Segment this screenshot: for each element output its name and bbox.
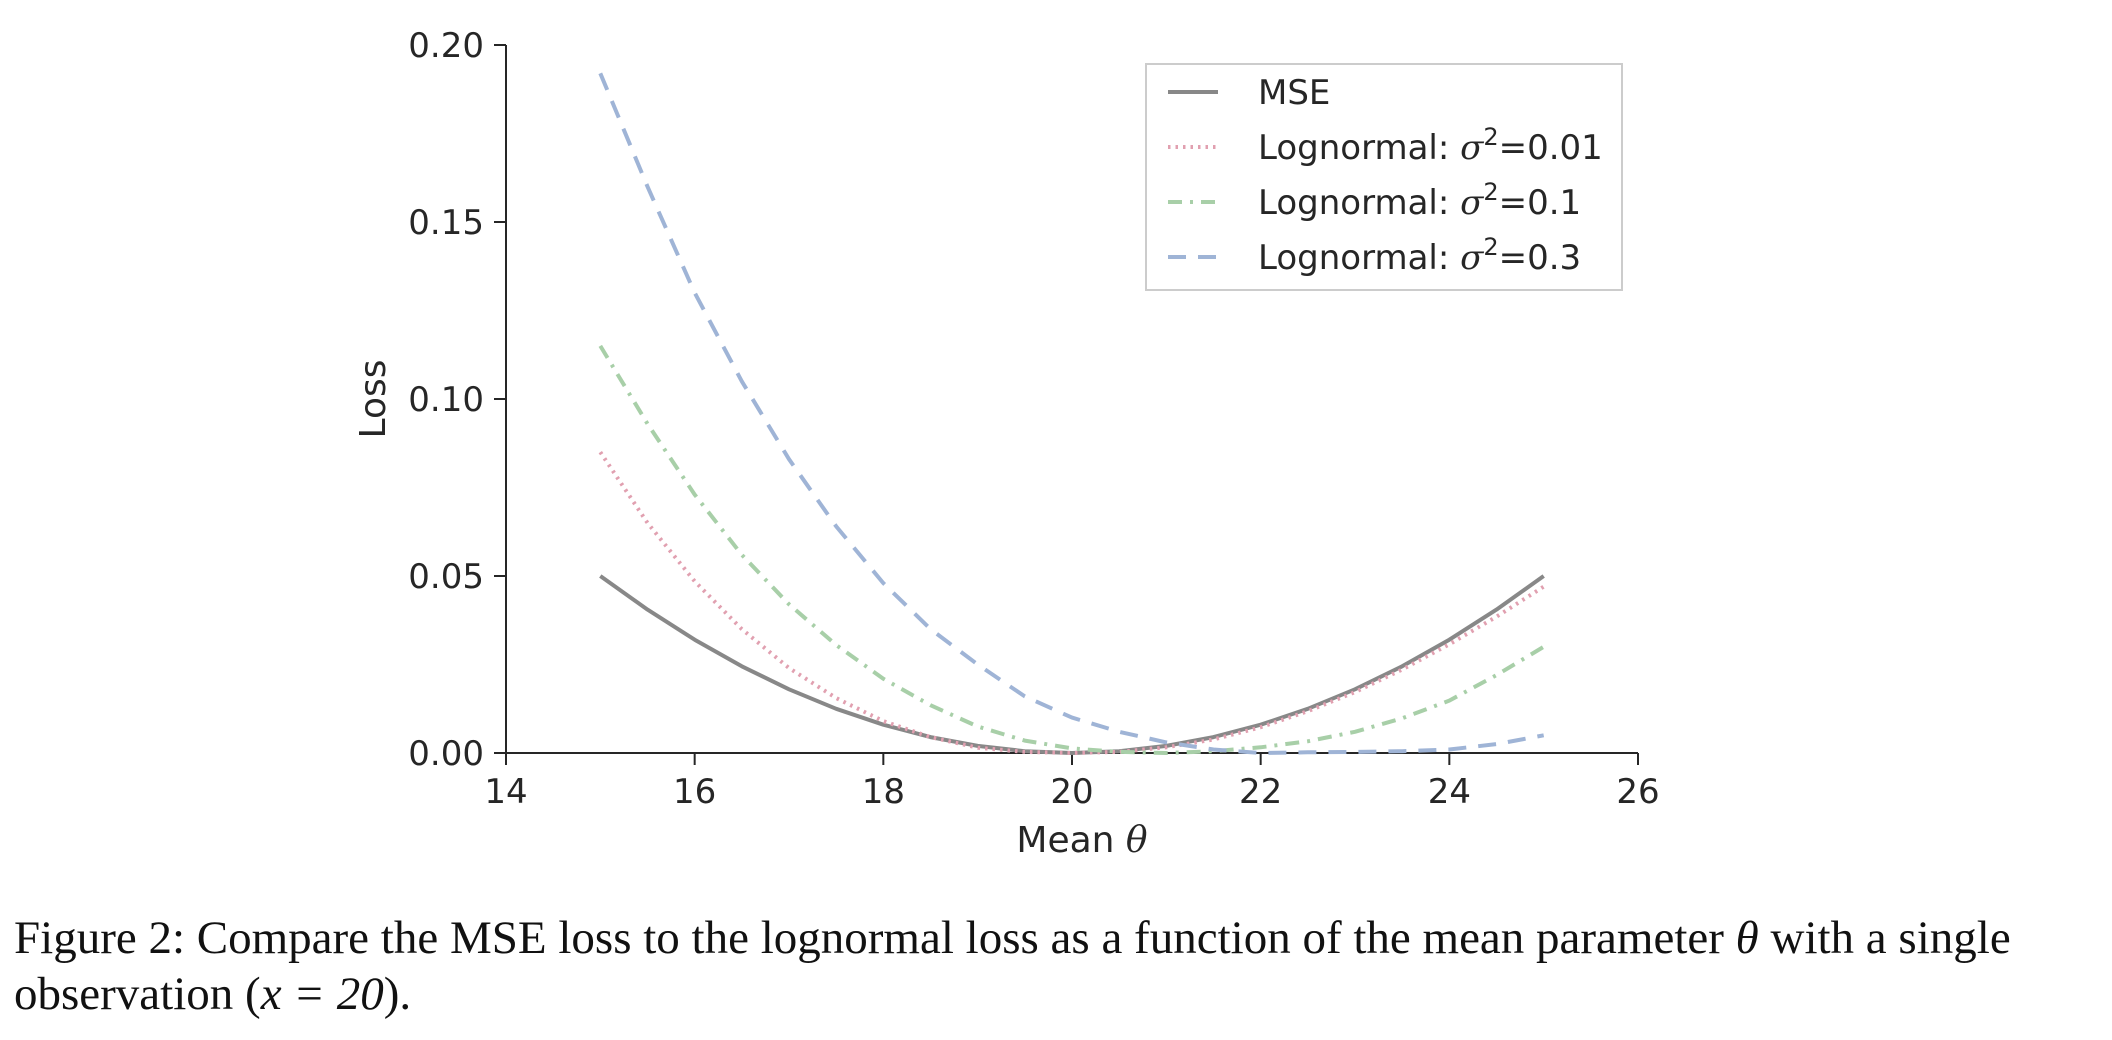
- caption-math: x = 20: [260, 968, 384, 1020]
- plot-lines: [598, 72, 1545, 755]
- caption-suffix: ).: [383, 968, 412, 1020]
- y-tick-label: 0.15: [408, 203, 484, 243]
- series-line-2: [598, 450, 1545, 755]
- legend-label-suffix: =0.3: [1499, 238, 1582, 278]
- series-line-3: [598, 344, 1545, 755]
- x-axis-label-text: Mean: [1016, 820, 1126, 861]
- legend-label-math: σ: [1460, 183, 1484, 223]
- legend-label-superscript: 2: [1483, 233, 1498, 261]
- x-tick-label: 18: [862, 772, 905, 812]
- caption-middle: with a single observation (: [14, 912, 2011, 1020]
- legend-box: [1145, 63, 1623, 291]
- x-tick-label: 24: [1428, 772, 1471, 812]
- legend-label-suffix: =0.01: [1499, 128, 1603, 168]
- legend-label-math: σ: [1460, 128, 1484, 168]
- legend-label-3: Lognormal: σ2=0.1: [1258, 178, 1581, 223]
- legend-label-superscript: 2: [1483, 178, 1498, 206]
- legend-label-suffix: =0.1: [1499, 183, 1582, 223]
- caption-theta: θ: [1735, 912, 1759, 964]
- figure-caption: Figure 2: Compare the MSE loss to the lo…: [14, 910, 2104, 1022]
- y-axis-label: Loss: [353, 360, 394, 439]
- legend-label-prefix: MSE: [1258, 73, 1330, 113]
- x-tick-label: 26: [1616, 772, 1659, 812]
- y-tick-label: 0.20: [408, 26, 484, 66]
- legend-label-prefix: Lognormal:: [1258, 128, 1460, 168]
- legend-label-2: Lognormal: σ2=0.01: [1258, 123, 1603, 168]
- x-tick-label: 20: [1050, 772, 1093, 812]
- series-line-4: [598, 72, 1545, 755]
- legend-label-prefix: Lognormal:: [1258, 238, 1460, 278]
- x-axis-label: Mean θ: [1016, 820, 1148, 861]
- y-tick-label: 0.00: [408, 734, 484, 774]
- legend-label-math: σ: [1460, 238, 1484, 278]
- x-tick-label: 16: [673, 772, 716, 812]
- series-line-1: [599, 574, 1545, 755]
- legend-label-superscript: 2: [1483, 123, 1498, 151]
- y-tick-label: 0.10: [408, 380, 484, 420]
- legend-label-4: Lognormal: σ2=0.3: [1258, 233, 1581, 278]
- caption-prefix: Figure 2: Compare the MSE loss to the lo…: [14, 912, 1736, 964]
- y-tick-label: 0.05: [408, 557, 484, 597]
- legend-label-1: MSE: [1258, 73, 1330, 113]
- x-axis-label-math: θ: [1126, 820, 1148, 861]
- x-tick-label: 22: [1239, 772, 1282, 812]
- x-tick-label: 14: [484, 772, 527, 812]
- legend-label-prefix: Lognormal:: [1258, 183, 1460, 223]
